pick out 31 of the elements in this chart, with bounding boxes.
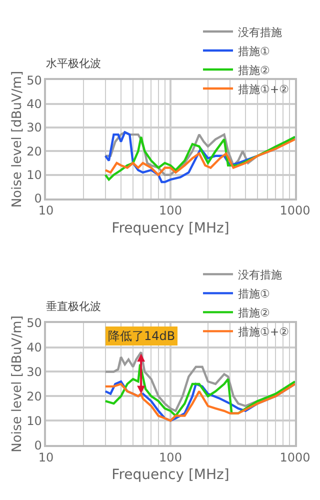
x-tick-label: 1000: [280, 450, 310, 464]
y-axis-title: Noise level [dBuV/m]: [10, 70, 26, 208]
x-tick-label: 1000: [280, 204, 310, 218]
legend-label: 措施①+②: [238, 326, 290, 338]
chart-title: 水平极化波: [46, 57, 101, 70]
y-tick-label: 20: [26, 389, 42, 404]
y-tick-label: 50: [26, 316, 42, 330]
legend-label: 措施②: [238, 306, 270, 320]
legend-label: 没有措施: [238, 268, 282, 282]
annotation: 降低了14dB: [108, 329, 176, 343]
x-axis-title: Frequency [MHz]: [112, 220, 230, 236]
y-tick-label: 50: [26, 73, 42, 88]
x-axis-title: Frequency [MHz]: [112, 467, 230, 484]
y-axis-title: Noise level [dBuV/m]: [10, 316, 26, 452]
y-tick-label: 0: [34, 192, 42, 206]
y-tick-label: 20: [26, 144, 42, 158]
y-tick-label: 40: [26, 340, 42, 354]
chart-title: 垂直极化波: [46, 300, 101, 313]
legend-label: 措施①+②: [238, 82, 290, 96]
x-tick-label: 100: [159, 450, 182, 464]
y-tick-label: 0: [34, 438, 42, 452]
legend-label: 措施①: [238, 44, 270, 58]
x-tick-label: 100: [159, 204, 182, 218]
y-tick-label: 40: [26, 96, 42, 111]
y-tick-label: 30: [26, 120, 42, 135]
legend-label: 措施②: [238, 64, 270, 77]
legend-label: 没有措施: [238, 26, 282, 39]
y-tick-label: 10: [26, 168, 42, 182]
y-tick-label: 10: [26, 414, 42, 428]
y-tick-label: 30: [26, 364, 42, 379]
legend-label: 措施①: [238, 288, 270, 300]
